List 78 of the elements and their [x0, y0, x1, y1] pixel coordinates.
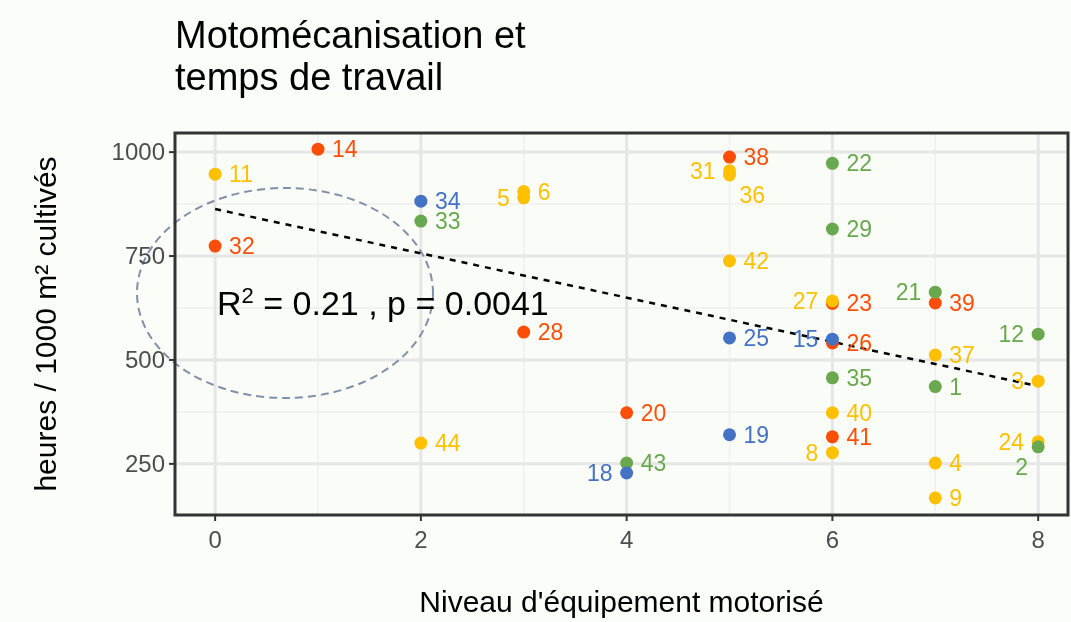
annotation: 3	[1011, 368, 1025, 395]
annotation: 6	[537, 178, 551, 205]
point	[414, 214, 428, 228]
annotation: R$^{2}$ = 0.21 , p = 0.0041	[217, 282, 549, 322]
annotation: 5	[496, 184, 510, 211]
point	[928, 491, 942, 505]
y-tick-label: 250	[124, 449, 165, 477]
annotation: 19	[743, 421, 770, 448]
annotation: 28	[537, 319, 564, 346]
x-tick-label: 6	[825, 526, 840, 553]
annotation: 23	[846, 290, 872, 317]
point	[825, 371, 839, 385]
annotation: 26	[846, 329, 872, 356]
annotation: 41	[846, 423, 872, 450]
point	[825, 222, 839, 236]
annotation: 37	[949, 341, 975, 368]
annotation: 43	[640, 450, 667, 477]
point	[620, 466, 634, 480]
annotation: 29	[846, 216, 872, 243]
point	[1031, 374, 1045, 388]
annotation: 22	[846, 150, 872, 177]
annotation: 1	[949, 373, 963, 400]
point	[825, 332, 839, 346]
point	[928, 348, 942, 362]
annotation: 25	[743, 324, 770, 351]
x-axis-title: Niveau d'équipement motorisé	[419, 585, 824, 618]
annotation: 39	[949, 290, 975, 317]
annotation: 31	[689, 157, 716, 184]
point	[723, 331, 737, 345]
annotation: 21	[895, 279, 922, 306]
annotation: 38	[743, 144, 770, 171]
point	[928, 285, 942, 299]
annotation: 24	[998, 428, 1025, 455]
point	[517, 325, 531, 339]
point	[1031, 440, 1045, 454]
annotation: 11	[229, 161, 254, 188]
x-tick-label: 8	[1031, 526, 1045, 553]
point	[208, 167, 222, 181]
annotation: 2	[1015, 453, 1029, 480]
chart-title: Motomécanisation et temps de travail	[175, 14, 527, 98]
y-tick-label: 750	[124, 242, 165, 270]
point	[928, 456, 942, 470]
annotation: 32	[229, 233, 255, 260]
annotation: 8	[805, 439, 819, 466]
point	[414, 436, 428, 450]
point	[311, 142, 325, 156]
annotation: 40	[846, 399, 872, 426]
point	[1031, 327, 1045, 341]
point	[825, 430, 839, 444]
point	[928, 380, 942, 394]
x-tick-label: 4	[619, 526, 634, 553]
point	[208, 239, 222, 253]
point	[825, 406, 839, 420]
annotation: 44	[434, 430, 461, 457]
annotation: 20	[640, 399, 667, 426]
y-tick-label: 1000	[111, 138, 165, 166]
annotation: 35	[846, 364, 872, 391]
point	[620, 406, 634, 420]
annotation: 9	[949, 484, 963, 511]
x-tick-label: 2	[414, 526, 428, 553]
point	[723, 428, 737, 442]
x-tick-label: 0	[208, 526, 222, 553]
y-tick-label: 500	[124, 345, 165, 373]
point	[414, 194, 428, 208]
annotation: 15	[792, 326, 819, 353]
point	[723, 254, 737, 268]
annotation: 4	[949, 450, 963, 477]
point	[825, 156, 839, 170]
annotation: 12	[998, 321, 1025, 348]
point	[825, 446, 839, 460]
y-axis-title: heures / 1000 m² cultivés	[29, 156, 62, 492]
annotation: 14	[332, 136, 358, 163]
annotation: 27	[792, 287, 819, 314]
annotation: 36	[739, 181, 766, 208]
annotation: 42	[743, 248, 770, 275]
annotation: 18	[587, 460, 613, 487]
point	[723, 150, 737, 164]
point	[928, 296, 942, 310]
